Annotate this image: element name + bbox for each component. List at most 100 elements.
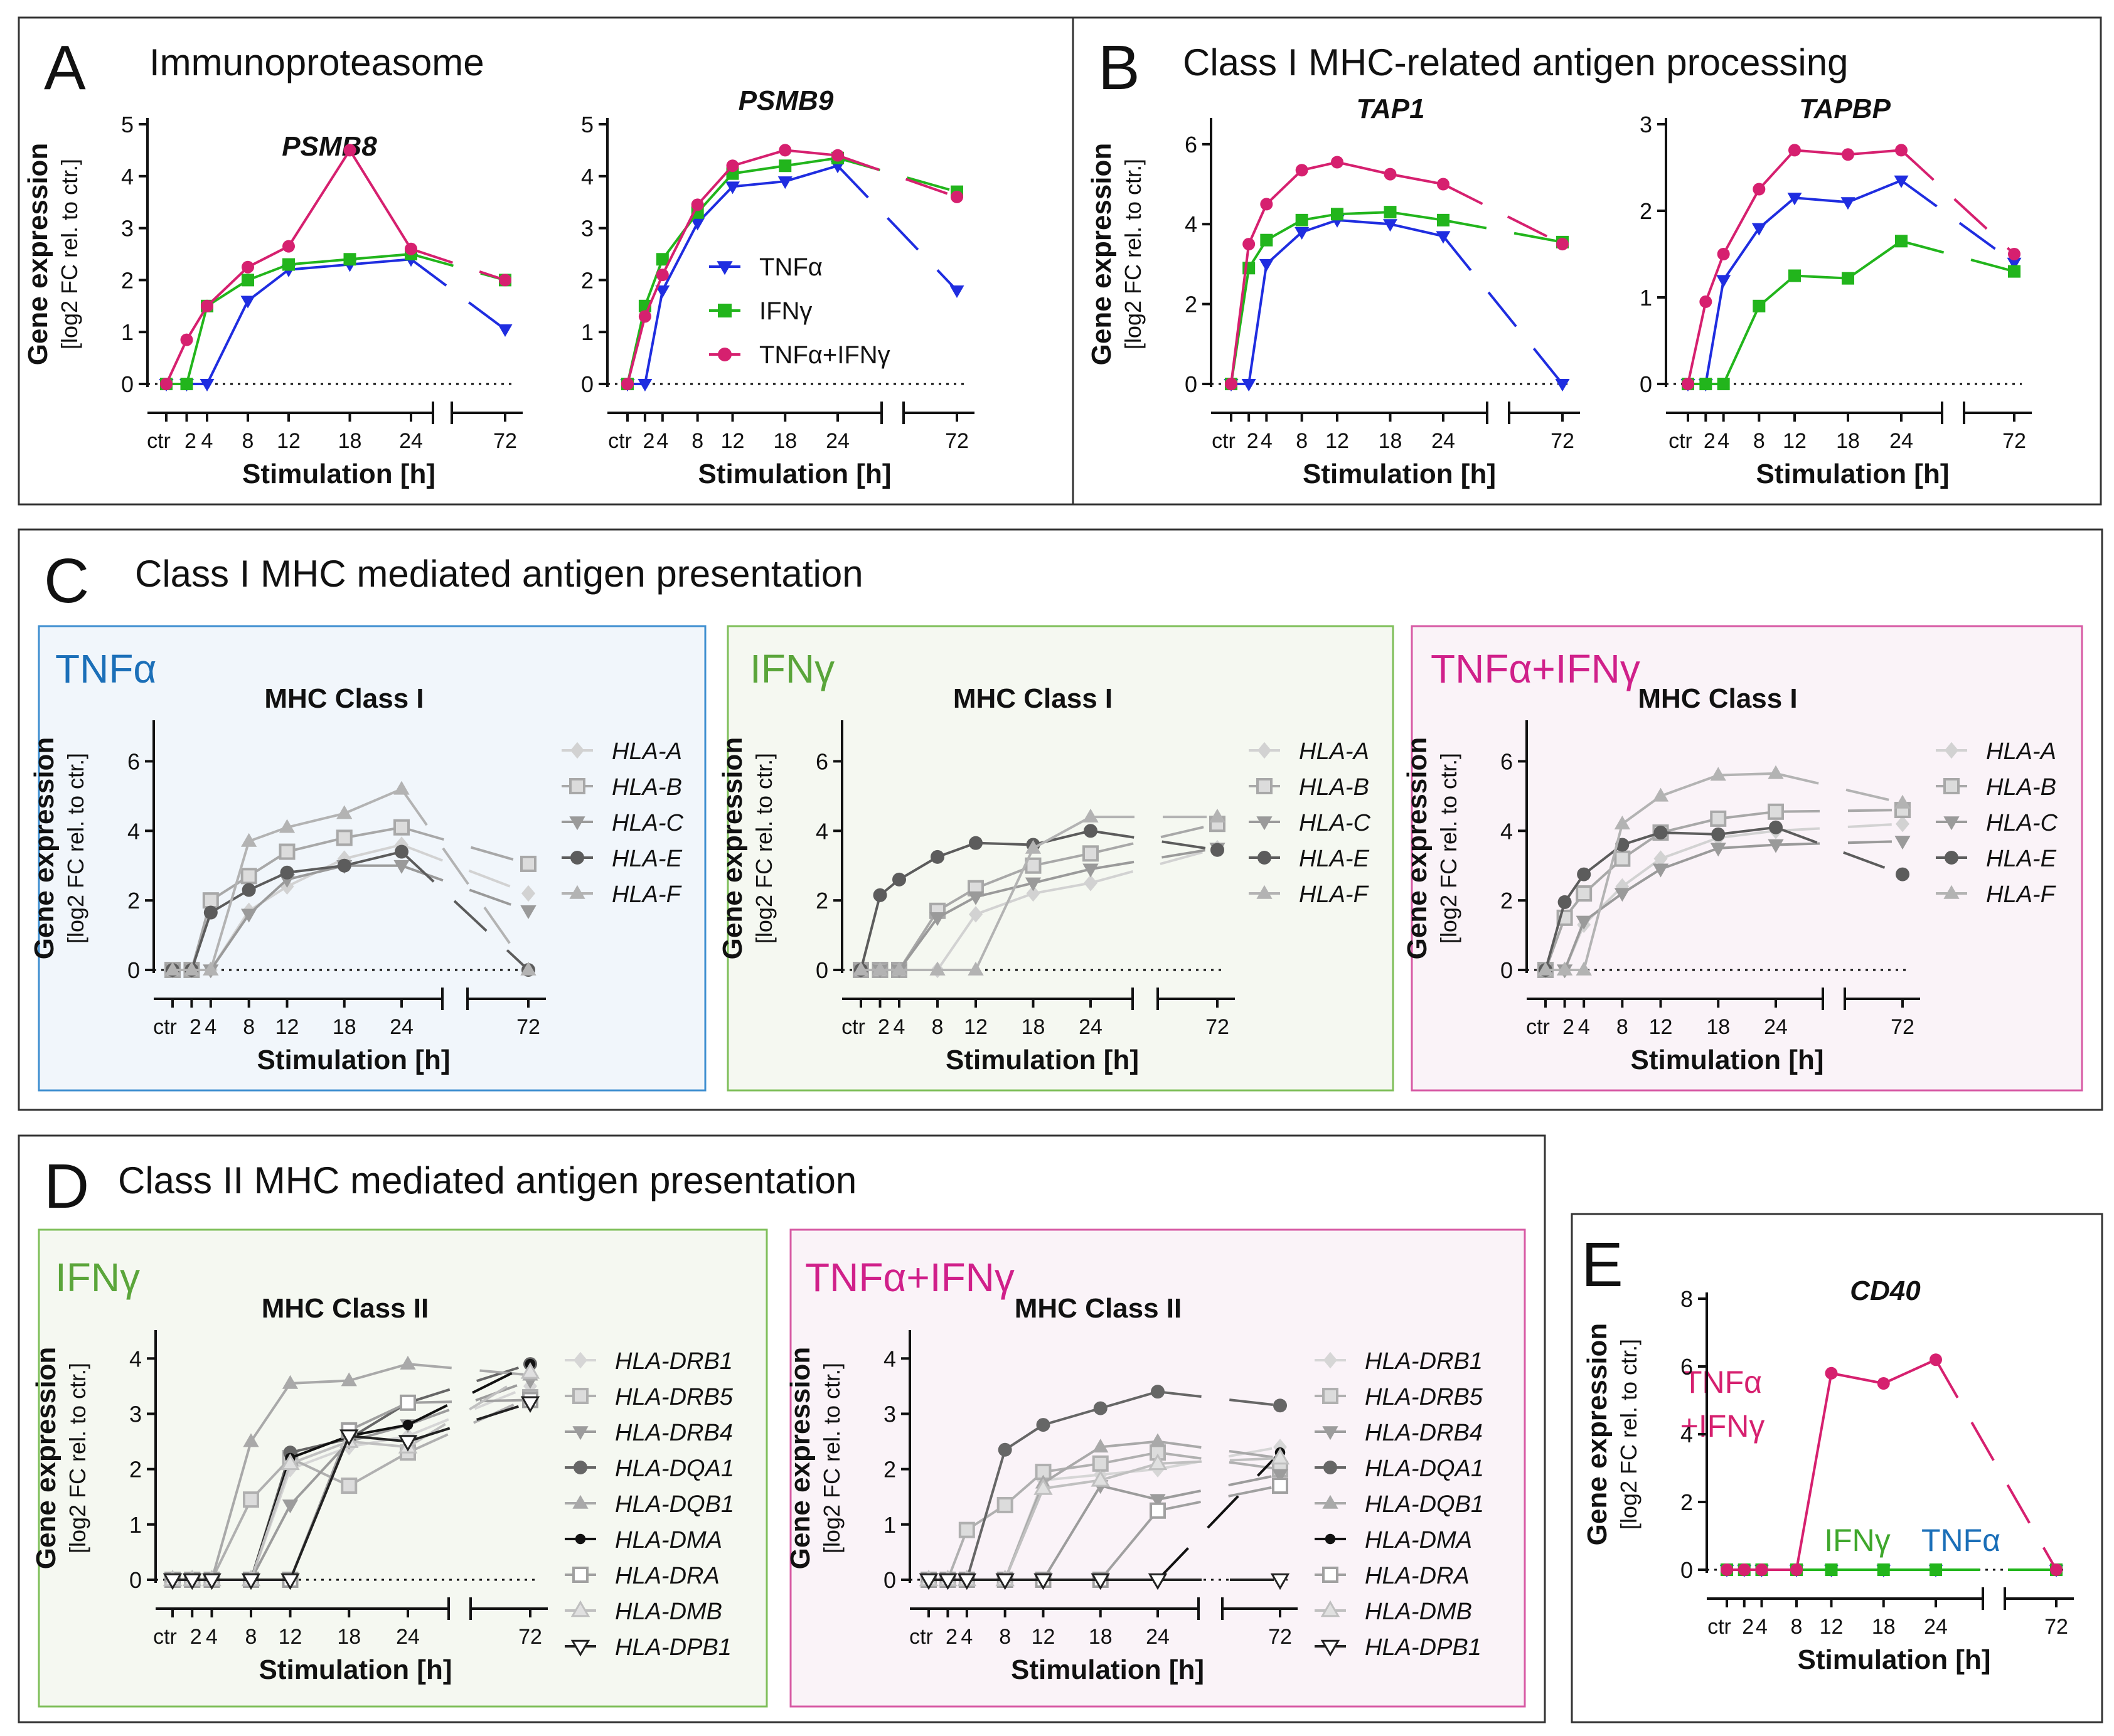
- data-point: [1148, 1573, 1168, 1590]
- data-point: [282, 1375, 299, 1389]
- data-point: [1653, 850, 1668, 867]
- data-point: [183, 961, 200, 976]
- data-point: [280, 865, 294, 880]
- subpanel-c3-box: [1411, 625, 2083, 1092]
- y-tick-label: 0: [1680, 1557, 1693, 1583]
- series-line: [1230, 161, 1444, 385]
- x-tick-label: 12: [1325, 429, 1349, 453]
- series-line-gap: [837, 154, 958, 198]
- data-point: [656, 253, 669, 266]
- series-HLA-F: [853, 808, 1225, 976]
- data-point: [1084, 824, 1097, 838]
- x-axis-label: Stimulation [h]: [1798, 1644, 1991, 1675]
- data-point: [779, 144, 792, 157]
- legend-label: HLA-E: [612, 846, 683, 872]
- legend-label: HLA-DRB4: [615, 1420, 733, 1446]
- y-tick-label: 0: [1185, 371, 1197, 397]
- x-tick-label: 8: [243, 1015, 255, 1039]
- legend-marker: [569, 816, 585, 831]
- series-line-gap: [1157, 1473, 1281, 1501]
- legend-marker: [570, 1639, 590, 1657]
- x-tick-label: 72: [1268, 1625, 1292, 1649]
- x-tick-label: 4: [961, 1625, 973, 1649]
- data-point: [1036, 1418, 1050, 1432]
- data-point: [282, 258, 295, 271]
- data-point: [520, 961, 537, 976]
- legend-label: HLA-A: [612, 738, 682, 765]
- x-tick-label: 24: [399, 429, 423, 453]
- subpanel-c1-label: TNFα: [55, 646, 156, 691]
- series-line-gap: [401, 864, 529, 912]
- y-tick-label: 5: [121, 112, 134, 137]
- y-tick-label: 2: [816, 888, 828, 913]
- panel-title-b: Class I MHC-related antigen processing: [1183, 41, 1848, 83]
- data-point: [1260, 198, 1273, 211]
- data-point: [2007, 257, 2022, 270]
- x-tick-label: 18: [1089, 1625, 1113, 1649]
- data-point: [1787, 193, 1802, 206]
- data-point: [638, 379, 653, 391]
- chart-title: MHC Class I: [1638, 683, 1797, 714]
- x-tick-label: 24: [1889, 429, 1913, 453]
- series-line-gap: [407, 1363, 531, 1426]
- data-point: [1241, 379, 1256, 391]
- series-line-gap: [1775, 839, 1903, 846]
- x-tick-label: 2: [1742, 1615, 1754, 1639]
- series-HLA-F: [164, 780, 537, 976]
- y-axis-sublabel: [log2 FC rel. to ctr.]: [819, 1363, 845, 1553]
- data-point: [1225, 378, 1237, 390]
- x-tick-label: 12: [1820, 1615, 1844, 1639]
- legend-label: HLA-C: [1986, 810, 2058, 836]
- chart-title: PSMB8: [282, 131, 377, 162]
- x-tick-label: 24: [1764, 1015, 1788, 1039]
- series-line-gap: [1442, 235, 1564, 385]
- data-point: [957, 1573, 977, 1590]
- data-point: [203, 905, 218, 920]
- y-axis-sublabel: [log2 FC rel. to ctr.]: [1120, 159, 1146, 349]
- data-point: [1273, 1398, 1287, 1413]
- y-tick-label: 2: [581, 267, 594, 293]
- data-point: [240, 868, 257, 885]
- legend: HLA-A HLA-B HLA-C HLA-E HLA-F: [1936, 738, 2058, 908]
- cd40-annot-combo-2: +IFNγ: [1680, 1409, 1765, 1444]
- series-line-gap: [1443, 183, 1563, 245]
- data-point: [163, 1573, 183, 1590]
- data-point: [180, 378, 193, 390]
- data-point: [520, 905, 537, 919]
- legend-label: HLA-DMA: [615, 1527, 722, 1553]
- data-point: [393, 860, 410, 874]
- series-line-gap: [1157, 1446, 1281, 1471]
- y-tick-label: 4: [1500, 818, 1513, 844]
- legend-label: HLA-DRA: [1365, 1563, 1470, 1589]
- y-tick-label: 1: [129, 1512, 142, 1538]
- data-point: [242, 260, 254, 274]
- series-line-gap: [1900, 149, 2015, 255]
- x-tick-label: 2: [1247, 429, 1259, 453]
- x-tick-label: 24: [1146, 1625, 1170, 1649]
- data-point: [1652, 863, 1669, 878]
- data-point: [280, 1573, 300, 1590]
- series-line-gap: [400, 851, 530, 971]
- y-tick-label: 6: [1500, 748, 1513, 774]
- legend: HLA-A HLA-B HLA-C HLA-E HLA-F: [1249, 738, 1371, 908]
- data-point: [498, 324, 513, 338]
- series-line-gap: [1901, 240, 2015, 273]
- data-point: [1710, 843, 1726, 857]
- y-axis-label: Gene expression: [1402, 737, 1433, 960]
- x-tick-label: 4: [205, 1015, 216, 1039]
- legend-label: HLA-E: [1299, 846, 1370, 872]
- data-point: [995, 1573, 1015, 1590]
- x-tick-label: 18: [1836, 429, 1860, 453]
- series-HLA-DPB1: [163, 1396, 540, 1590]
- legend-marker: [1322, 1388, 1338, 1404]
- cd40-annot-combo-1: TNFα: [1683, 1365, 1762, 1400]
- data-point: [1082, 845, 1099, 862]
- data-point: [1033, 1573, 1053, 1590]
- x-axis-label: Stimulation [h]: [1303, 459, 1496, 489]
- legend-marker: [1257, 742, 1271, 759]
- legend-marker: [1323, 1351, 1337, 1369]
- series-line-gap: [407, 1401, 531, 1443]
- data-point: [1150, 1502, 1166, 1519]
- y-axis-label: Gene expression: [1086, 143, 1117, 366]
- data-point: [1091, 1470, 1110, 1487]
